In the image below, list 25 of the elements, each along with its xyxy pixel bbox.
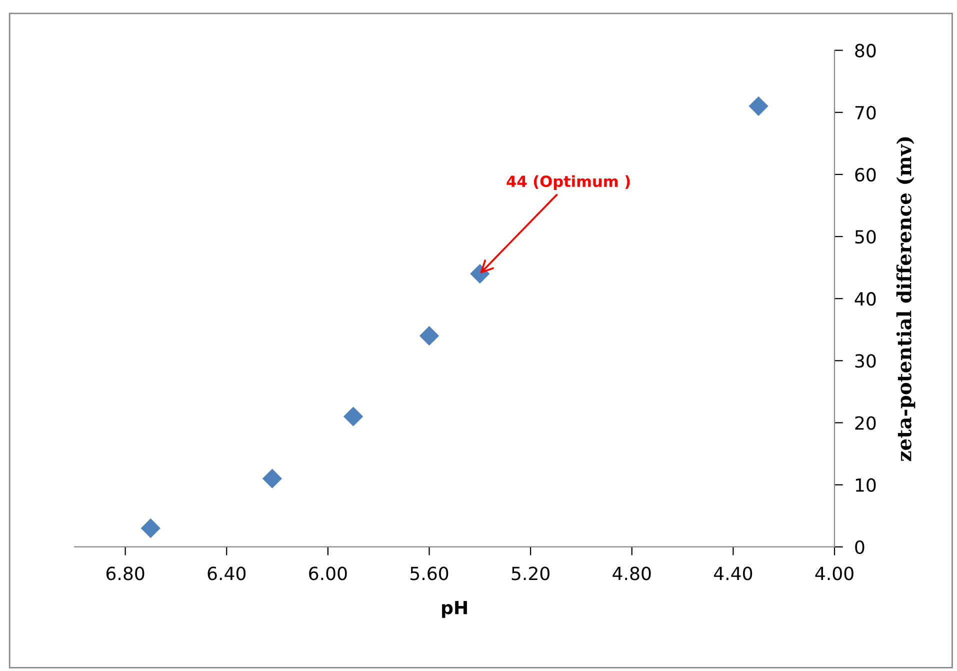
y-tick-label: 40	[854, 292, 876, 306]
x-tick-label: 4.80	[612, 566, 651, 580]
y-tick-label: 50	[855, 230, 876, 244]
y-tick-label: 30	[855, 354, 876, 368]
y-tick-label: 60	[855, 168, 876, 182]
point	[344, 406, 363, 426]
x-tick-label: 6.00	[309, 566, 347, 580]
x-tick-label: 6.40	[208, 566, 246, 580]
y-tick-label: 0	[855, 540, 864, 554]
x-tick-label: 5.20	[512, 566, 550, 580]
x-tick-label: 4.40	[714, 566, 752, 580]
point	[141, 518, 160, 538]
point	[420, 326, 439, 346]
y-tick-label: 10	[856, 478, 876, 492]
x-tick-label: 5.60	[410, 566, 448, 580]
point	[262, 469, 282, 488]
point	[748, 96, 768, 116]
annotation: 44 (Optimum )	[506, 175, 630, 190]
x-axis-title: pH	[442, 601, 467, 618]
y-axis-title: zeta-potential difference (mv)	[896, 137, 916, 462]
x-tick-label: 4.00	[815, 566, 854, 580]
y-tick-label: 70	[855, 106, 876, 120]
x-tick-label: 6.80	[106, 566, 144, 580]
y-tick-label: 80	[855, 44, 876, 58]
y-tick-label: 20	[855, 416, 876, 430]
